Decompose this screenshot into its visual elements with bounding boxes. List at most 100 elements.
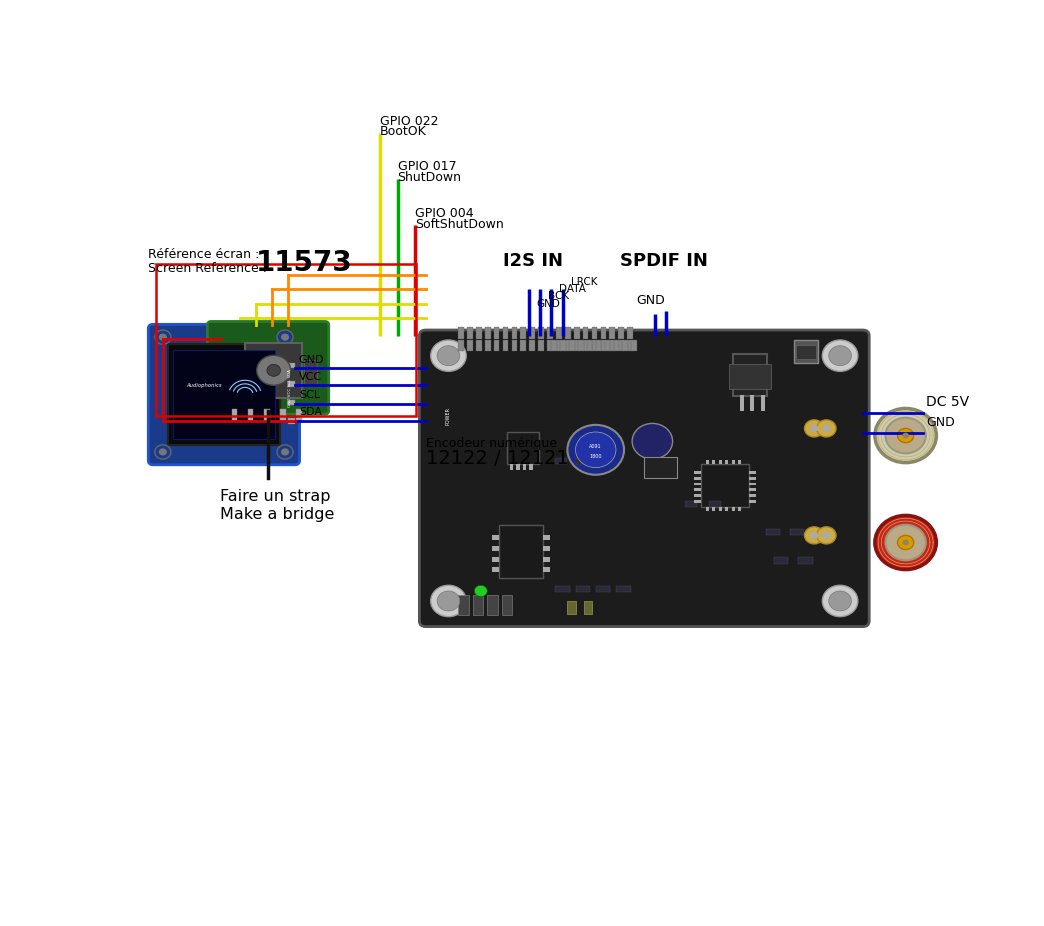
Bar — [288, 363, 294, 369]
Bar — [569, 340, 574, 351]
Bar — [738, 460, 741, 464]
Bar — [502, 340, 508, 351]
Bar — [458, 595, 469, 615]
Bar — [574, 327, 579, 339]
Bar — [458, 340, 464, 351]
Text: GND: GND — [926, 416, 954, 429]
Circle shape — [277, 444, 293, 459]
Bar — [592, 340, 597, 351]
Circle shape — [902, 540, 909, 545]
Bar — [556, 340, 562, 351]
Bar — [583, 327, 589, 339]
Text: GPIO 004: GPIO 004 — [416, 207, 474, 220]
Bar — [600, 340, 607, 351]
Bar — [726, 460, 729, 464]
Bar — [751, 394, 755, 410]
Text: I2S IN: I2S IN — [503, 252, 563, 270]
Circle shape — [885, 525, 926, 560]
Bar — [610, 327, 615, 339]
Bar — [600, 327, 607, 339]
Text: LRCK: LRCK — [571, 277, 597, 287]
Circle shape — [829, 591, 852, 611]
Bar — [798, 557, 812, 564]
Text: SCL: SCL — [299, 390, 319, 400]
Bar — [509, 464, 514, 469]
Text: SDA: SDA — [299, 407, 322, 417]
Text: Audiophonics: Audiophonics — [187, 383, 222, 389]
Text: 1800: 1800 — [590, 455, 602, 459]
Bar — [494, 327, 499, 339]
Bar — [761, 394, 765, 410]
Text: VCC: VCC — [299, 372, 322, 382]
Bar — [494, 340, 499, 351]
Bar — [556, 327, 562, 339]
Bar — [547, 327, 553, 339]
Circle shape — [816, 419, 836, 437]
Circle shape — [823, 532, 830, 539]
Circle shape — [575, 432, 616, 468]
Text: 11573: 11573 — [256, 249, 353, 277]
Circle shape — [281, 448, 289, 456]
Text: Référence écran :: Référence écran : — [148, 248, 260, 261]
Bar — [575, 458, 588, 464]
Bar — [610, 340, 615, 351]
Text: SPDIF IN: SPDIF IN — [620, 252, 708, 270]
Bar — [568, 601, 575, 614]
Bar — [701, 464, 750, 507]
Bar — [467, 340, 473, 351]
Bar — [512, 340, 517, 351]
Bar — [694, 471, 701, 474]
Bar — [492, 535, 499, 541]
Bar — [506, 432, 539, 464]
Circle shape — [816, 527, 836, 544]
Bar — [740, 394, 743, 410]
Circle shape — [267, 364, 281, 376]
Bar — [539, 327, 544, 339]
Bar — [584, 601, 592, 614]
Text: GPIO 022: GPIO 022 — [380, 115, 438, 128]
Text: SoftShutDown: SoftShutDown — [416, 218, 504, 231]
Bar — [547, 340, 553, 351]
Bar — [618, 327, 624, 339]
FancyBboxPatch shape — [148, 324, 300, 465]
Bar — [529, 340, 535, 351]
Bar — [614, 340, 619, 351]
Circle shape — [159, 448, 167, 456]
Bar — [596, 586, 611, 593]
Bar — [733, 354, 767, 396]
Text: DC 5V: DC 5V — [926, 395, 969, 409]
Bar — [750, 482, 756, 485]
Bar — [706, 507, 709, 511]
Bar — [304, 360, 316, 385]
Circle shape — [805, 419, 824, 437]
Bar — [499, 525, 543, 578]
Bar — [706, 460, 709, 464]
Bar — [296, 409, 302, 420]
Bar — [168, 344, 280, 444]
Bar — [492, 546, 499, 551]
Bar — [729, 364, 772, 389]
Circle shape — [805, 527, 824, 544]
Bar — [622, 340, 628, 351]
Bar — [473, 595, 483, 615]
Text: GPIO 017: GPIO 017 — [398, 160, 456, 173]
Circle shape — [277, 330, 293, 344]
Circle shape — [810, 532, 818, 539]
Bar — [492, 568, 499, 572]
Bar — [794, 340, 818, 363]
Bar — [644, 457, 677, 479]
Circle shape — [902, 432, 909, 438]
Text: BootOK: BootOK — [380, 124, 426, 137]
Bar — [529, 327, 535, 339]
Bar — [551, 340, 556, 351]
Bar — [738, 507, 741, 511]
Circle shape — [431, 340, 467, 371]
Circle shape — [159, 333, 167, 341]
Bar — [790, 529, 805, 535]
Bar — [732, 460, 735, 464]
Bar — [694, 482, 701, 485]
Bar — [264, 409, 269, 420]
Bar — [627, 327, 633, 339]
FancyBboxPatch shape — [420, 330, 870, 627]
Bar — [476, 340, 481, 351]
